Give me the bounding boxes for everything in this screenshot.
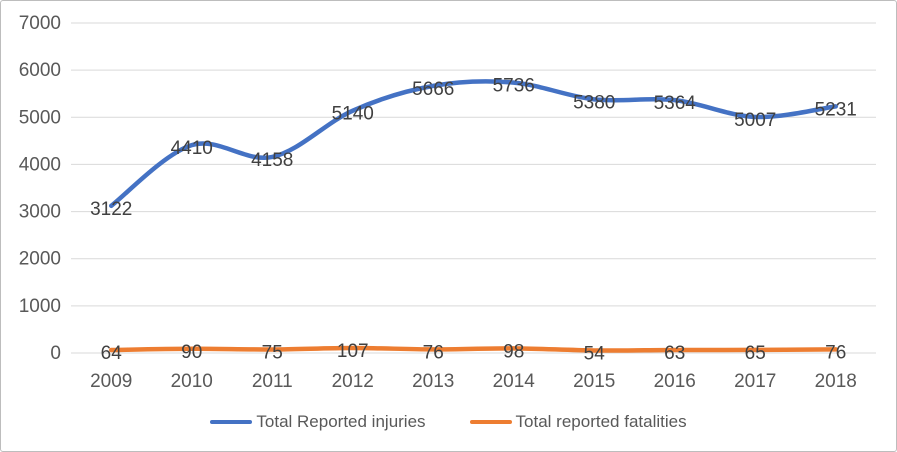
data-label-series-1: 98: [503, 341, 524, 362]
data-label-series-0: 5736: [493, 76, 535, 97]
data-label-series-1: 76: [825, 342, 846, 363]
x-axis-label: 2013: [412, 371, 454, 392]
y-axis-label: 1000: [19, 296, 61, 317]
y-axis-label: 6000: [19, 60, 61, 81]
legend-label-injuries: Total Reported injuries: [256, 412, 426, 431]
x-axis-label: 2014: [493, 371, 536, 392]
x-axis-label: 2010: [171, 371, 213, 392]
x-axis-label: 2016: [654, 371, 696, 392]
y-axis-label: 7000: [19, 13, 61, 34]
data-label-series-1: 75: [262, 342, 283, 363]
data-label-series-0: 4158: [251, 150, 293, 171]
x-axis-label: 2018: [815, 371, 857, 392]
fatalities-line-marker: [469, 420, 512, 424]
data-label-series-0: 3122: [90, 199, 132, 220]
y-axis-label: 3000: [19, 202, 61, 223]
y-axis-label: 5000: [19, 107, 61, 128]
x-axis-label: 2012: [332, 371, 374, 392]
x-axis-label: 2009: [90, 371, 132, 392]
data-label-series-1: 90: [181, 342, 202, 363]
x-axis-label: 2015: [573, 371, 615, 392]
data-label-series-1: 64: [101, 343, 123, 364]
x-axis-label: 2017: [734, 371, 776, 392]
data-label-series-0: 5007: [734, 110, 776, 131]
legend-item-fatalities: Total reported fatalities: [469, 412, 687, 432]
series-line-0: [109, 79, 838, 209]
data-label-series-0: 5380: [573, 92, 615, 113]
data-label-series-1: 63: [664, 343, 685, 364]
x-axis-label: 2011: [252, 371, 293, 392]
data-label-series-1: 65: [745, 343, 766, 364]
y-axis-label: 0: [50, 343, 61, 364]
series-line-1: [109, 345, 838, 353]
legend-item-injuries: Total Reported injuries: [210, 412, 426, 432]
data-label-series-0: 5231: [815, 99, 857, 120]
data-label-series-0: 4410: [171, 138, 213, 159]
legend-label-fatalities: Total reported fatalities: [515, 412, 687, 431]
data-label-series-1: 76: [423, 342, 444, 363]
y-axis-label: 2000: [19, 249, 61, 270]
injuries-line-marker: [210, 420, 253, 424]
data-label-series-0: 5140: [332, 104, 374, 125]
chart-legend: Total Reported injuries Total reported f…: [1, 410, 896, 434]
data-label-series-0: 5666: [412, 79, 454, 100]
y-axis-label: 4000: [19, 154, 61, 175]
data-label-series-0: 5364: [654, 93, 697, 114]
data-label-series-1: 54: [584, 343, 606, 364]
data-label-series-1: 107: [337, 341, 369, 362]
